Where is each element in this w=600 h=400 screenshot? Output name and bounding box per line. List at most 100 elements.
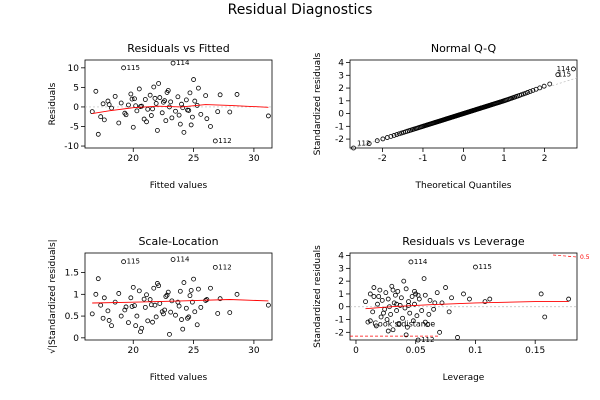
data-point xyxy=(129,304,135,309)
data-point xyxy=(403,332,409,338)
data-point xyxy=(122,307,128,313)
data-point xyxy=(389,283,395,289)
data-point xyxy=(106,318,112,323)
plot-frame xyxy=(84,59,273,149)
data-point xyxy=(129,96,135,102)
data-point xyxy=(100,315,106,321)
y-tick-label: 4 xyxy=(338,252,344,262)
data-point xyxy=(148,113,154,118)
data-point xyxy=(130,124,136,130)
observation-label: 112 xyxy=(421,336,434,344)
y-tick-label: -1 xyxy=(335,122,344,132)
data-point xyxy=(376,294,382,299)
data-point xyxy=(215,311,221,316)
data-point xyxy=(101,295,107,301)
data-point xyxy=(382,306,388,312)
data-point xyxy=(431,306,437,312)
data-point xyxy=(168,99,174,105)
x-axis-title: Theoretical Quantiles xyxy=(415,181,512,191)
data-point xyxy=(366,141,372,146)
y-tick-label: 0 xyxy=(73,103,79,113)
observation-label: 112 xyxy=(357,140,370,148)
data-point xyxy=(191,276,196,282)
data-point xyxy=(371,285,377,290)
data-point xyxy=(93,88,99,94)
observation-label: 114 xyxy=(176,256,190,264)
y-tick-label: 1 xyxy=(73,290,79,300)
data-point xyxy=(407,310,413,316)
y-tick-label: 0 xyxy=(338,303,344,313)
data-point xyxy=(196,286,201,292)
panel-1: Residuals vs Fitted 20 25 30 -10 -5 0 5 10 Fitted… xyxy=(48,42,273,191)
data-point xyxy=(180,326,186,332)
plot-frame xyxy=(349,252,578,341)
data-point xyxy=(523,90,528,96)
data-point xyxy=(138,104,143,109)
data-point xyxy=(93,291,99,297)
panel-3: Scale-Location 20 25 30 0 0.5 1 1.5 Fitted value… xyxy=(47,235,273,383)
x-tick-label: -1 xyxy=(418,154,427,164)
data-point xyxy=(194,322,200,328)
data-point xyxy=(538,291,544,297)
data-point xyxy=(163,294,169,299)
cook-distance-contour xyxy=(553,254,578,258)
observation-label: 115 xyxy=(127,258,140,266)
data-point xyxy=(183,97,189,103)
data-point xyxy=(365,319,371,325)
data-point xyxy=(173,312,178,318)
x-tick-label: -2 xyxy=(378,154,387,164)
data-point xyxy=(188,288,194,293)
data-point xyxy=(449,295,454,301)
observation-label: 114 xyxy=(414,258,428,266)
data-point xyxy=(525,90,531,95)
data-point xyxy=(403,286,409,292)
data-point xyxy=(187,293,193,299)
panel-title: Residuals vs Leverage xyxy=(402,235,525,248)
data-point xyxy=(152,302,158,308)
data-point xyxy=(126,102,131,108)
data-point xyxy=(151,84,157,90)
data-point xyxy=(122,110,128,116)
data-point xyxy=(208,124,213,129)
data-point xyxy=(378,314,384,320)
data-point xyxy=(177,121,183,127)
data-point xyxy=(162,307,168,313)
x-tick-label: 2 xyxy=(542,154,548,164)
data-point xyxy=(181,280,187,285)
data-point xyxy=(415,337,421,343)
data-point xyxy=(408,259,414,265)
data-point xyxy=(150,106,155,112)
data-point xyxy=(204,297,210,302)
y-tick-label: 3 xyxy=(338,264,344,274)
plot-frame xyxy=(84,252,273,341)
y-tick-label: 5 xyxy=(73,83,79,93)
y-tick-label: -1 xyxy=(335,316,344,326)
data-point xyxy=(367,291,373,297)
data-point xyxy=(443,285,448,290)
x-axis-title: Fitted values xyxy=(150,373,208,383)
data-point xyxy=(151,285,157,291)
y-tick-label: 1 xyxy=(338,97,344,107)
data-point xyxy=(121,65,127,71)
data-point xyxy=(547,81,553,87)
data-point xyxy=(390,287,396,293)
data-point xyxy=(142,97,148,102)
data-point xyxy=(455,335,460,340)
data-point xyxy=(439,300,445,306)
data-point xyxy=(142,304,148,310)
data-point xyxy=(373,323,379,329)
data-point xyxy=(179,317,184,322)
data-point xyxy=(126,320,131,326)
data-point xyxy=(377,287,383,293)
data-point xyxy=(419,308,425,313)
y-axis-title: Residuals xyxy=(48,82,58,125)
data-point xyxy=(169,115,175,121)
data-point xyxy=(170,60,176,66)
data-point xyxy=(198,111,204,117)
smoother-line xyxy=(365,301,569,310)
observation-label: 115 xyxy=(127,64,140,72)
data-point xyxy=(415,292,421,298)
data-point xyxy=(147,297,153,302)
data-point xyxy=(412,288,417,294)
